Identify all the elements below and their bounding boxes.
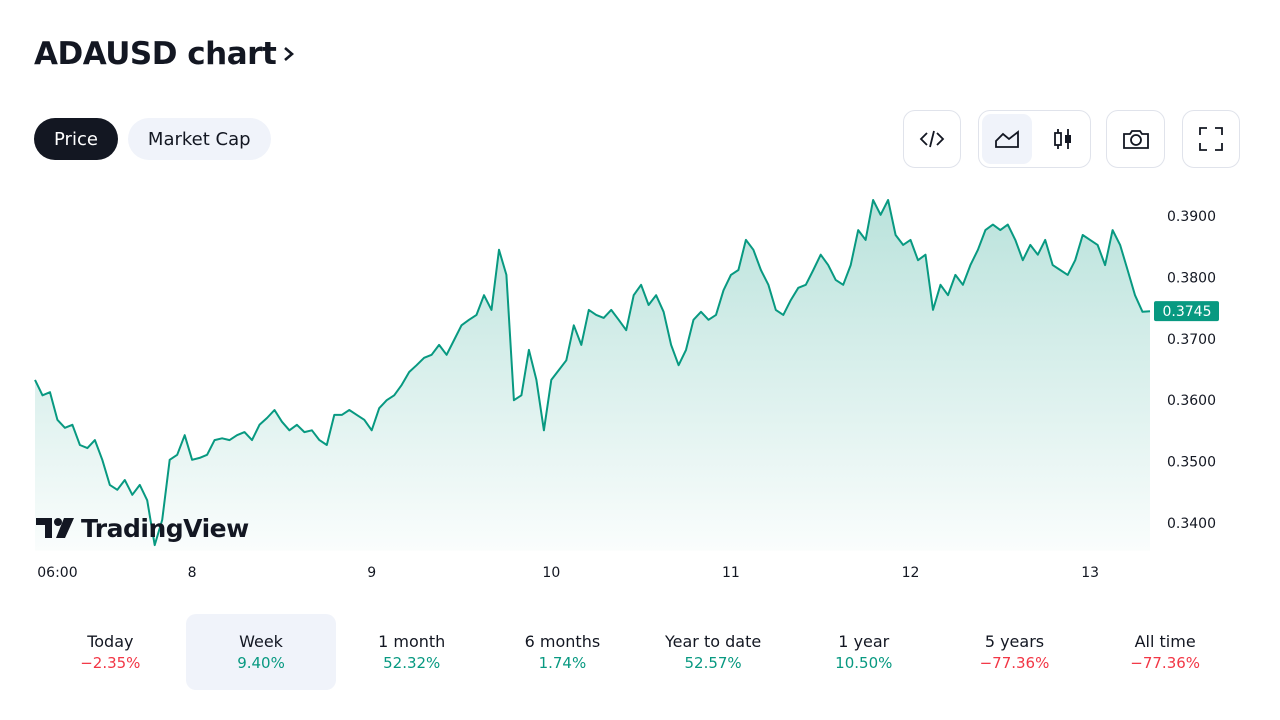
tradingview-logo: TradingView <box>36 514 250 543</box>
x-tick-label: 12 <box>902 565 920 581</box>
candle-chart-button[interactable] <box>1038 114 1088 164</box>
period-label: 1 year <box>838 632 890 651</box>
title-text[interactable]: ADAUSD chart <box>34 36 277 72</box>
period-change: 52.32% <box>383 654 441 672</box>
period-item[interactable]: All time −77.36% <box>1090 614 1241 690</box>
period-label: Week <box>239 632 283 651</box>
area-icon <box>995 130 1019 148</box>
period-label: 1 month <box>378 632 446 651</box>
period-item[interactable]: Year to date 52.57% <box>638 614 789 690</box>
y-tick-label: 0.3400 <box>1167 516 1216 532</box>
x-tick-label: 06:00 <box>37 565 77 581</box>
period-label: Today <box>87 632 134 651</box>
x-tick-label: 11 <box>722 565 740 581</box>
period-item[interactable]: 6 months 1.74% <box>487 614 638 690</box>
x-tick-label: 8 <box>188 565 197 581</box>
y-tick-label: 0.3800 <box>1167 270 1216 286</box>
area-chart-button[interactable] <box>982 114 1032 164</box>
y-tick-label: 0.3500 <box>1167 455 1216 471</box>
tab[interactable]: Market Cap <box>127 118 271 160</box>
candle-icon <box>1054 129 1071 149</box>
period-change: 1.74% <box>538 654 587 672</box>
y-tick-label: 0.3700 <box>1167 332 1216 348</box>
tab[interactable]: Price <box>34 118 118 160</box>
area-fill <box>35 200 1150 551</box>
period-change: 52.57% <box>684 654 742 672</box>
period-item[interactable]: 1 year 10.50% <box>788 614 939 690</box>
period-item[interactable]: 1 month 52.32% <box>336 614 487 690</box>
last-price-tag <box>1154 301 1219 322</box>
period-item[interactable]: Today −2.35% <box>35 614 186 690</box>
tab-bar: Price Market Cap <box>34 118 271 160</box>
embed-icon <box>919 130 945 148</box>
x-tick-label: 9 <box>367 565 376 581</box>
period-item[interactable]: 5 years −77.36% <box>939 614 1090 690</box>
period-change: 9.40% <box>237 654 285 672</box>
x-tick-label: 10 <box>542 565 560 581</box>
y-tick-label: 0.3900 <box>1167 209 1216 225</box>
period-item[interactable]: Week 9.40% <box>185 614 337 690</box>
period-change: 10.50% <box>835 654 893 672</box>
period-label: 6 months <box>524 632 601 651</box>
chevron-icon <box>284 47 295 61</box>
period-change: −77.36% <box>979 654 1050 672</box>
last-price-label: 0.3745 <box>1163 304 1212 320</box>
period-label: 5 years <box>984 632 1045 651</box>
embed-button[interactable] <box>903 110 961 168</box>
chart-type-group <box>978 110 1091 168</box>
fullscreen-button[interactable] <box>1182 110 1240 168</box>
page-title[interactable]: ADAUSD chart <box>34 36 296 72</box>
y-tick-label: 0.3600 <box>1167 393 1216 409</box>
period-bar: Today −2.35% Week 9.40% 1 month 52.32% 6 month… <box>35 614 1241 690</box>
camera-icon <box>1122 130 1149 149</box>
chart: 0.3400 0.3500 0.3600 0.3700 0.3800 0.3900 06:0… <box>34 199 1219 581</box>
logo-text: TradingView <box>81 514 249 543</box>
fullscreen-icon <box>1199 127 1223 151</box>
x-tick-label: 13 <box>1081 565 1099 581</box>
period-label: All time <box>1134 632 1196 651</box>
period-label: Year to date <box>665 632 762 651</box>
price-line <box>34 199 1151 547</box>
period-change: −77.36% <box>1130 654 1201 672</box>
snapshot-button[interactable] <box>1106 110 1165 168</box>
period-change: −2.35% <box>80 654 141 672</box>
